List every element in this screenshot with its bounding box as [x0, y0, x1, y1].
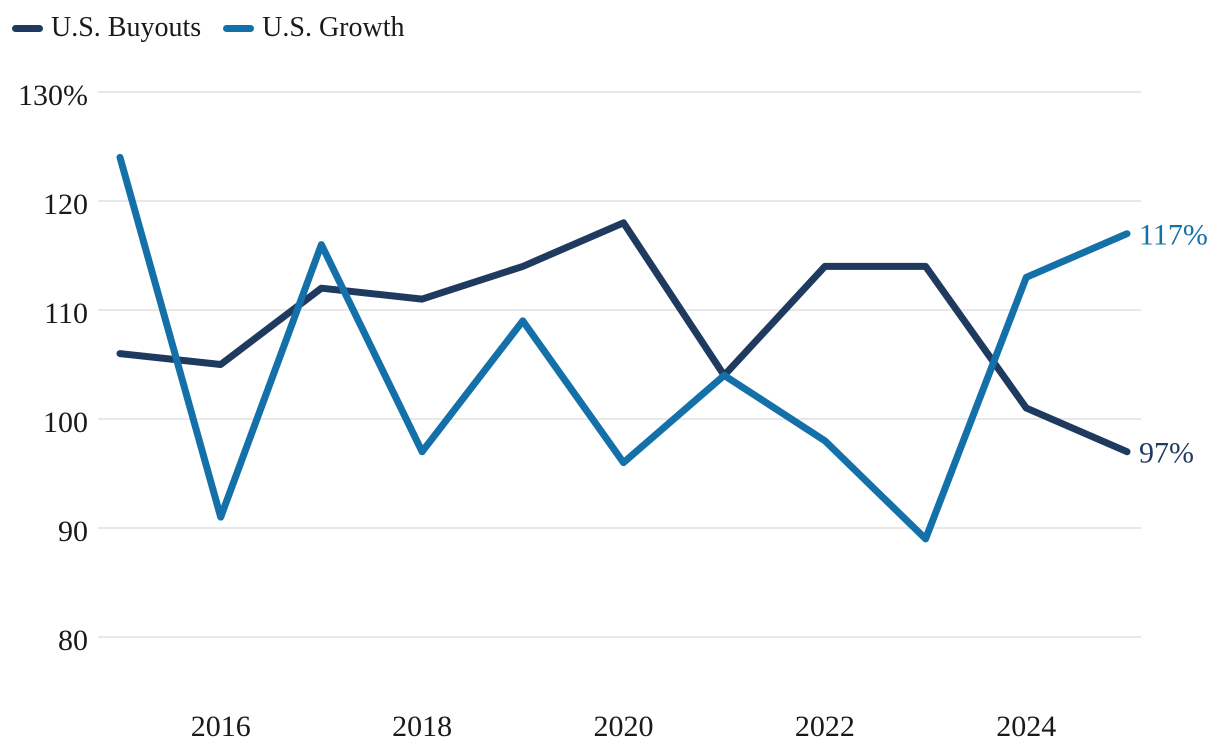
- series-end-labels: 97% 117%: [1139, 219, 1208, 470]
- series-end-label: 97%: [1139, 437, 1194, 470]
- legend-item-buyouts: U.S. Buyouts: [12, 14, 201, 42]
- legend: U.S. Buyouts U.S. Growth: [12, 14, 405, 42]
- x-tick-label: 2020: [594, 710, 654, 743]
- y-axis-labels: 130% 120 110 100 90 80: [18, 79, 88, 657]
- y-tick-label: 100: [43, 406, 88, 439]
- legend-label-growth: U.S. Growth: [262, 12, 405, 43]
- series-end-label: 117%: [1139, 219, 1208, 252]
- y-tick-label: 110: [44, 297, 88, 330]
- gridlines: [98, 91, 1141, 638]
- buyouts-line-swatch-icon: [12, 24, 43, 32]
- x-tick-label: 2016: [191, 710, 251, 743]
- series-line-u-s-buyouts: [116, 219, 1131, 456]
- legend-label-buyouts: U.S. Buyouts: [51, 12, 202, 43]
- y-tick-label: 130%: [18, 79, 88, 112]
- x-tick-label: 2022: [795, 710, 855, 743]
- series-line-u-s-growth: [116, 153, 1131, 543]
- series-lines: [116, 153, 1131, 543]
- x-tick-label: 2018: [392, 710, 452, 743]
- y-tick-label: 80: [58, 624, 88, 657]
- y-tick-label: 90: [58, 515, 88, 548]
- x-axis-labels: 2016 2018 2020 2022 2024: [191, 710, 1057, 743]
- legend-item-growth: U.S. Growth: [223, 12, 405, 43]
- x-tick-label: 2024: [996, 710, 1056, 743]
- growth-line-swatch-icon: [223, 24, 255, 32]
- y-tick-label: 120: [43, 188, 88, 221]
